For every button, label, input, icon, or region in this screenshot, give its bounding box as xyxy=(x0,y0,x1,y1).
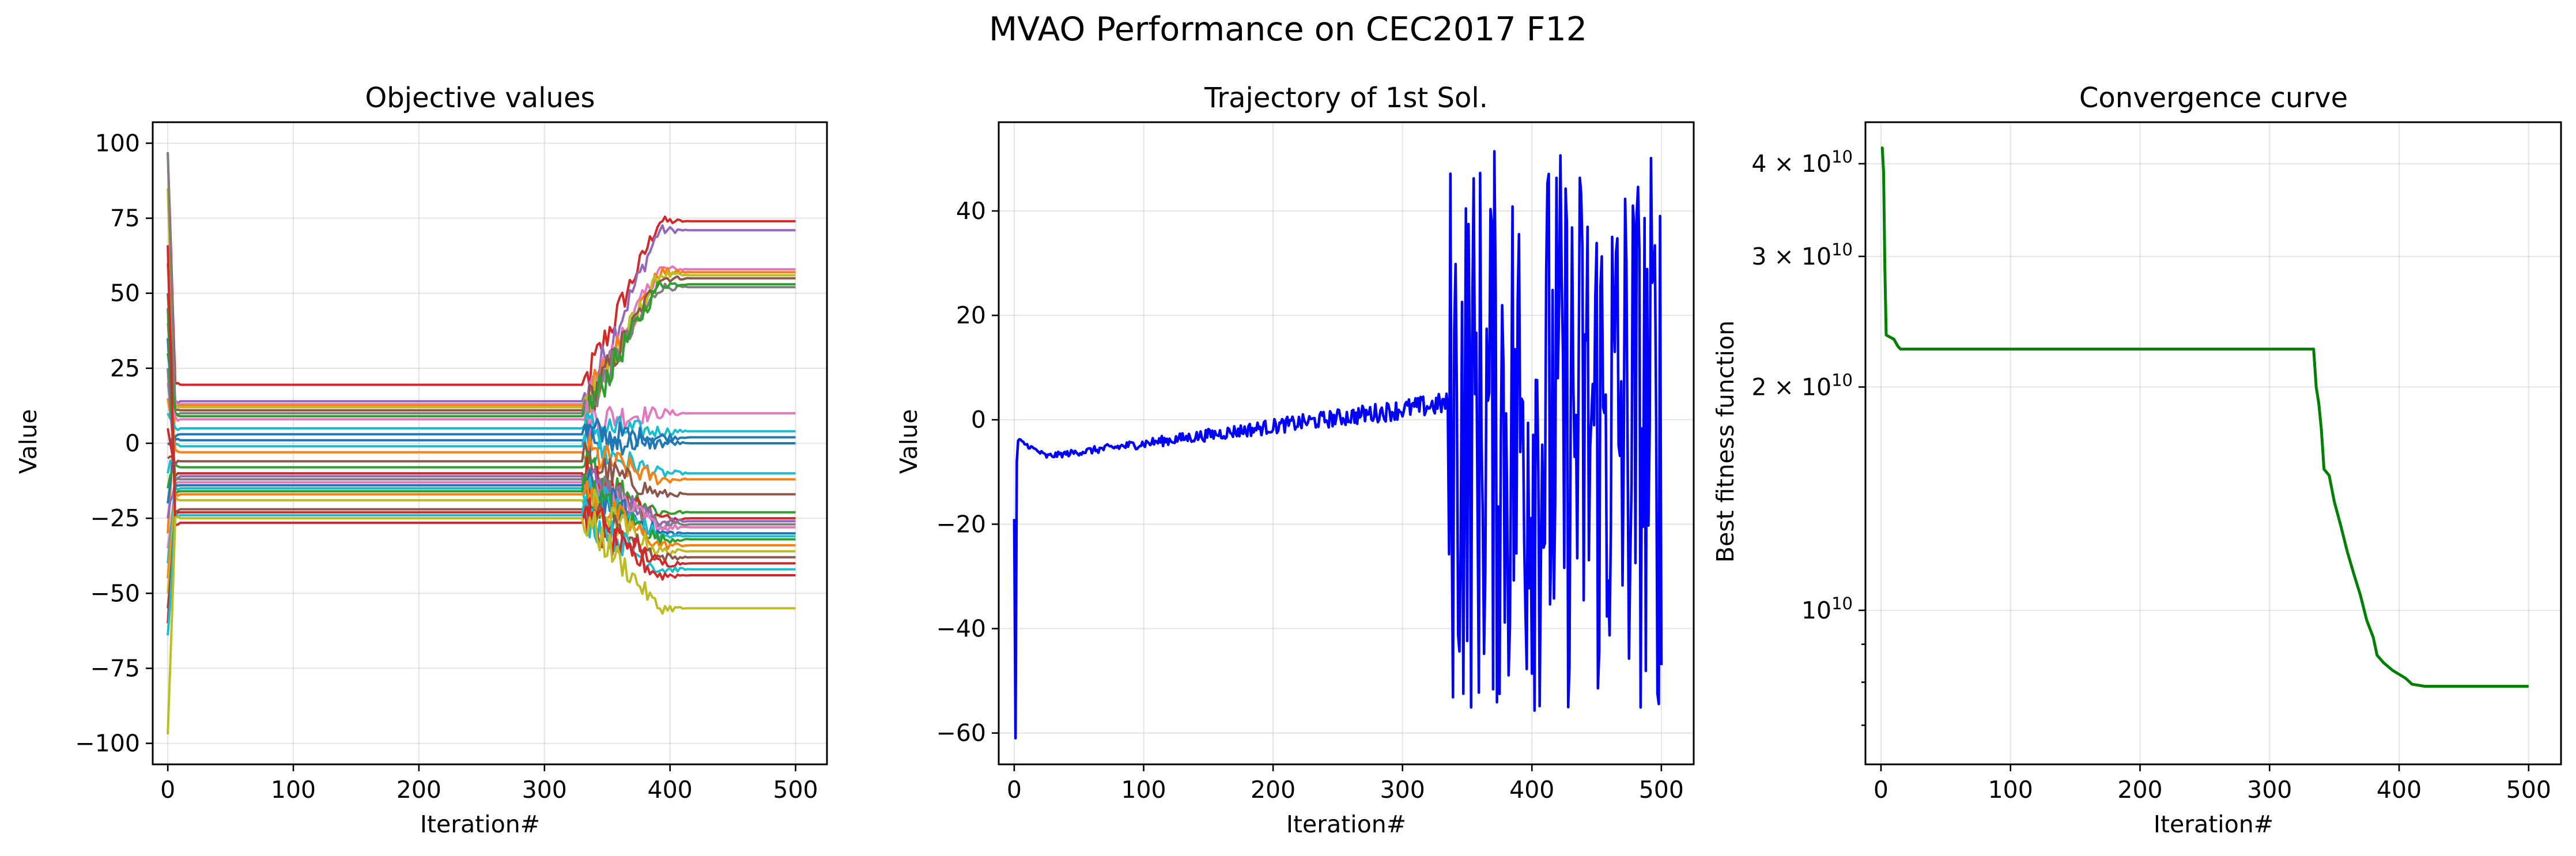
y-tick-label: −25 xyxy=(90,504,140,532)
y-tick-label: 20 xyxy=(956,301,986,329)
chart-3-xlabel: Iteration# xyxy=(2154,810,2273,838)
y-tick-label: −50 xyxy=(90,579,140,607)
x-tick-label: 500 xyxy=(2506,776,2551,804)
objective-value-line xyxy=(167,511,796,734)
chart-2-title: Trajectory of 1st Sol. xyxy=(1204,82,1488,114)
y-tick-label: −100 xyxy=(75,730,140,757)
chart-3-series xyxy=(1880,146,2529,688)
x-tick-label: 100 xyxy=(271,776,316,804)
objective-value-line xyxy=(167,281,796,428)
objective-value-line xyxy=(167,338,796,537)
objective-value-line xyxy=(167,499,796,609)
y-tick-label: 1010 xyxy=(1801,594,1853,624)
trajectory-line xyxy=(1013,150,1663,740)
chart-2-xlabel: Iteration# xyxy=(1286,810,1406,838)
chart-1-series xyxy=(167,152,796,734)
x-tick-label: 300 xyxy=(2247,776,2292,804)
objective-value-line xyxy=(167,467,796,527)
chart-3-grid xyxy=(1865,122,2561,764)
objective-value-line xyxy=(167,383,796,438)
chart-1-title: Objective values xyxy=(365,82,595,114)
y-tick-label: 2 × 1010 xyxy=(1751,370,1853,401)
objective-value-line xyxy=(167,417,796,504)
x-tick-label: 400 xyxy=(2377,776,2422,804)
objective-value-line xyxy=(167,308,796,546)
chart-3-frame xyxy=(1864,121,2562,766)
chart-1-grid xyxy=(153,122,827,764)
chart-3-title: Convergence curve xyxy=(2079,82,2348,114)
chart-3-ticks: 0 100 200 300 400 500 1010 2 × 1010 3 × 1010 4 × … xyxy=(1751,147,2551,804)
chart-1-ticks: 0 100 200 300 400 500 −100 −75 −50 −25 0 25 50 75 100 xyxy=(75,129,818,804)
chart-trajectory: Trajectory of 1st Sol. Iteration# Value … xyxy=(895,82,1695,838)
objective-value-line xyxy=(167,424,796,459)
objective-value-line xyxy=(167,497,796,636)
objective-value-line xyxy=(167,412,796,443)
y-tick-label: 3 × 1010 xyxy=(1751,240,1853,270)
y-tick-label: −20 xyxy=(936,510,986,538)
x-tick-label: 200 xyxy=(1251,776,1295,804)
objective-value-line xyxy=(167,275,796,424)
chart-convergence: Convergence curve Iteration# Best fitnes… xyxy=(1712,82,2562,838)
chart-1-frame xyxy=(152,121,828,766)
y-tick-label: −75 xyxy=(90,654,140,682)
objective-value-line xyxy=(167,152,796,389)
chart-objective-values: Objective values Iteration# Value 0 100 20… xyxy=(14,82,828,838)
objective-value-line xyxy=(167,265,796,418)
objective-value-line xyxy=(167,152,796,416)
objective-value-line xyxy=(167,480,796,579)
y-tick-label: 50 xyxy=(110,280,140,307)
chart-2-ticks: 0 100 200 300 400 500 −60 −40 −20 0 20 40 xyxy=(936,197,1684,804)
objective-value-line xyxy=(167,474,796,549)
x-tick-label: 400 xyxy=(1509,776,1554,804)
y-tick-label: 0 xyxy=(971,406,986,433)
objective-value-line xyxy=(167,368,796,530)
objective-value-line xyxy=(167,442,796,498)
x-tick-label: 100 xyxy=(1121,776,1166,804)
x-tick-label: 200 xyxy=(2117,776,2162,804)
x-tick-label: 100 xyxy=(1988,776,2033,804)
x-tick-label: 500 xyxy=(773,776,818,804)
x-tick-label: 300 xyxy=(522,776,567,804)
chart-1-xlabel: Iteration# xyxy=(420,810,540,838)
chart-1-ylabel: Value xyxy=(14,409,42,474)
objective-value-line xyxy=(167,398,796,485)
chart-2-frame xyxy=(998,121,1695,766)
objective-value-line xyxy=(167,488,796,594)
y-tick-label: 0 xyxy=(125,429,140,457)
objective-value-line xyxy=(167,267,796,534)
y-tick-label: 75 xyxy=(110,205,140,232)
chart-3-ylabel: Best fitness function xyxy=(1712,320,1739,563)
x-tick-label: 200 xyxy=(396,776,441,804)
convergence-line xyxy=(1880,146,2529,688)
objective-value-line xyxy=(167,224,796,404)
x-tick-label: 300 xyxy=(1380,776,1425,804)
objective-value-line xyxy=(167,497,796,624)
y-tick-label: −60 xyxy=(936,719,986,747)
objective-value-line xyxy=(167,451,796,517)
chart-2-series xyxy=(1013,150,1663,740)
y-tick-label: 40 xyxy=(956,197,986,225)
x-tick-label: 400 xyxy=(648,776,693,804)
x-tick-label: 0 xyxy=(160,776,175,804)
y-tick-label: 100 xyxy=(95,129,140,157)
x-tick-label: 0 xyxy=(1007,776,1022,804)
x-tick-label: 0 xyxy=(1874,776,1888,804)
objective-value-line xyxy=(167,477,796,564)
chart-2-ylabel: Value xyxy=(895,409,923,474)
objective-value-line xyxy=(167,434,796,479)
objective-value-line xyxy=(167,188,796,409)
y-tick-label: −40 xyxy=(936,615,986,643)
x-tick-label: 500 xyxy=(1639,776,1684,804)
objective-value-line xyxy=(167,245,796,581)
y-tick-label: 25 xyxy=(110,355,140,382)
objective-value-line xyxy=(167,428,796,523)
y-tick-label: 4 × 1010 xyxy=(1751,147,1853,178)
figure-title: MVAO Performance on CEC2017 F12 xyxy=(989,10,1587,48)
